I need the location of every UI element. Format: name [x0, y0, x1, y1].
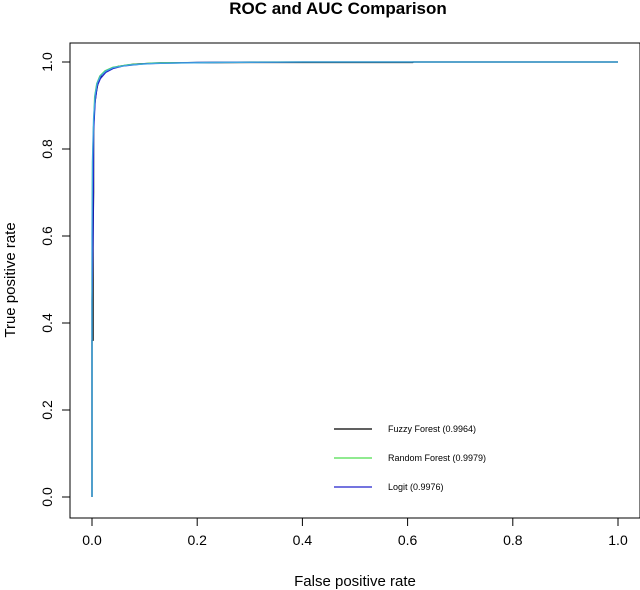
- x-tick-label: 0.2: [187, 532, 207, 548]
- x-tick-label: 1.0: [608, 532, 628, 548]
- legend-label: Random Forest (0.9979): [388, 453, 486, 463]
- legend-label: Logit (0.9976): [388, 482, 444, 492]
- y-tick-label: 0.4: [39, 313, 55, 333]
- x-tick-label: 0.0: [82, 532, 102, 548]
- x-tick-label: 0.8: [503, 532, 523, 548]
- y-axis-label: True positive rate: [2, 222, 19, 337]
- legend: Fuzzy Forest (0.9964) Random Forest (0.99…: [334, 424, 486, 492]
- x-axis: 0.0 0.2 0.4 0.6 0.8 1.0: [82, 517, 628, 548]
- y-axis: 0.0 0.2 0.4 0.6 0.8 1.0: [39, 52, 71, 507]
- legend-label: Fuzzy Forest (0.9964): [388, 424, 476, 434]
- y-tick-label: 0.6: [39, 226, 55, 246]
- y-tick-label: 0.8: [39, 139, 55, 159]
- roc-curve-series-4: [91, 61, 618, 497]
- y-tick-label: 0.2: [39, 400, 55, 420]
- y-tick-label: 0.0: [39, 487, 55, 507]
- x-tick-label: 0.4: [293, 532, 313, 548]
- chart-title: ROC and AUC Comparison: [229, 0, 447, 18]
- y-tick-label: 1.0: [39, 52, 55, 72]
- x-tick-label: 0.6: [398, 532, 418, 548]
- series-group: [91, 61, 618, 497]
- x-axis-label: False positive rate: [294, 573, 416, 590]
